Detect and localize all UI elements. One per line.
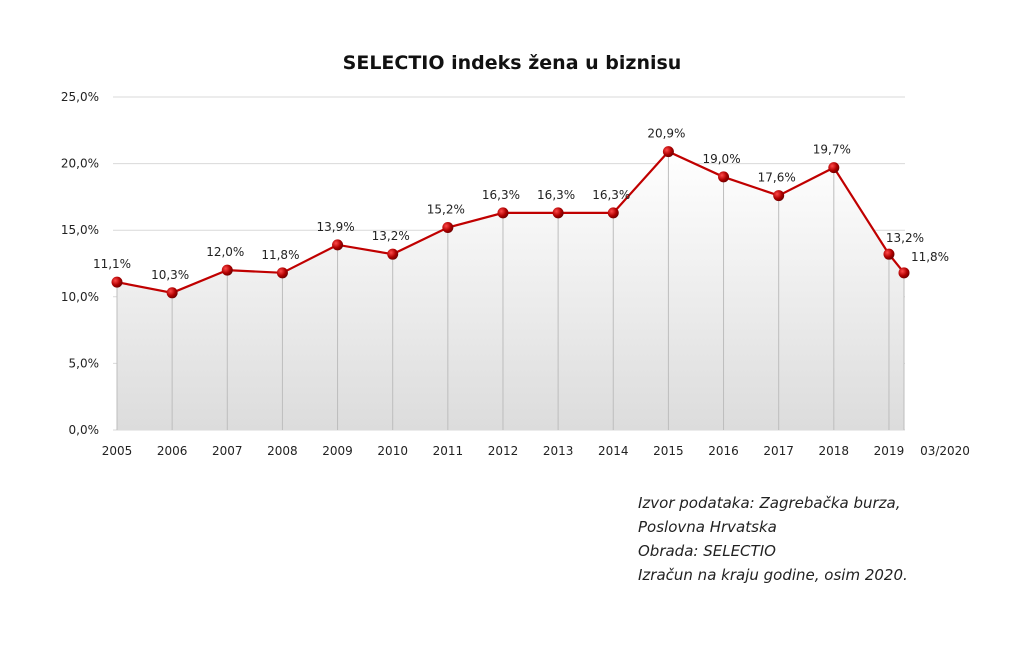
x-tick-label: 2013: [543, 444, 574, 458]
data-point: [828, 162, 840, 174]
data-label: 16,3%: [537, 188, 575, 202]
x-tick-label: 2011: [433, 444, 464, 458]
data-point: [773, 190, 785, 202]
data-label: 19,0%: [702, 152, 740, 166]
data-label: 20,9%: [647, 127, 685, 141]
data-point: [111, 276, 123, 288]
y-tick-label: 15,0%: [61, 223, 99, 237]
x-tick-label: 2014: [598, 444, 629, 458]
data-point: [387, 248, 399, 260]
data-point: [662, 146, 674, 158]
data-point: [898, 267, 910, 279]
chart-title: SELECTIO indeks žena u biznisu: [342, 52, 682, 74]
y-tick-label: 20,0%: [61, 157, 99, 171]
series-line: [116, 150, 905, 294]
data-label: 13,2%: [372, 229, 410, 243]
data-label: 12,0%: [206, 245, 244, 259]
source-line: Poslovna Hrvatska: [638, 518, 777, 536]
x-tick-label: 2009: [322, 444, 353, 458]
data-label: 11,1%: [93, 257, 131, 271]
x-tick-label: 03/2020: [920, 444, 970, 458]
source-line: Izvor podataka: Zagrebačka burza,: [638, 494, 901, 512]
calculation-note: Izračun na kraju godine, osim 2020.: [638, 566, 908, 584]
x-tick-label: 2016: [708, 444, 739, 458]
data-label: 10,3%: [151, 268, 189, 282]
source-notes: Izvor podataka: Zagrebačka burza, Poslov…: [638, 491, 908, 587]
data-point: [607, 207, 619, 219]
data-point: [221, 264, 233, 276]
x-tick-label: 2006: [157, 444, 188, 458]
processing-line: Obrada: SELECTIO: [638, 542, 776, 560]
x-tick-label: 2010: [377, 444, 408, 458]
data-label: 19,7%: [813, 143, 851, 157]
data-label: 11,8%: [911, 250, 949, 264]
data-label: 15,2%: [427, 203, 465, 217]
data-point: [552, 207, 564, 219]
x-tick-label: 2005: [102, 444, 133, 458]
data-label: 11,8%: [261, 248, 299, 262]
data-point: [442, 222, 454, 234]
data-label: 16,3%: [482, 188, 520, 202]
data-point: [883, 248, 895, 260]
data-label: 13,9%: [316, 220, 354, 234]
data-point: [718, 171, 730, 183]
data-label: 16,3%: [592, 188, 630, 202]
x-tick-label: 2012: [488, 444, 519, 458]
x-tick-label: 2015: [653, 444, 684, 458]
x-tick-label: 2017: [763, 444, 794, 458]
x-tick-label: 2018: [819, 444, 850, 458]
y-tick-label: 5,0%: [69, 356, 100, 370]
y-tick-label: 0,0%: [69, 423, 100, 437]
x-tick-label: 2019: [874, 444, 905, 458]
y-tick-label: 10,0%: [61, 290, 99, 304]
data-point: [497, 207, 509, 219]
data-point: [276, 267, 288, 279]
area-fill: [117, 151, 904, 430]
data-point: [166, 287, 178, 299]
data-label: 17,6%: [758, 171, 796, 185]
y-tick-label: 25,0%: [61, 90, 99, 104]
x-tick-label: 2007: [212, 444, 243, 458]
x-tick-label: 2008: [267, 444, 298, 458]
data-label: 13,2%: [886, 231, 924, 245]
data-point: [332, 239, 344, 251]
